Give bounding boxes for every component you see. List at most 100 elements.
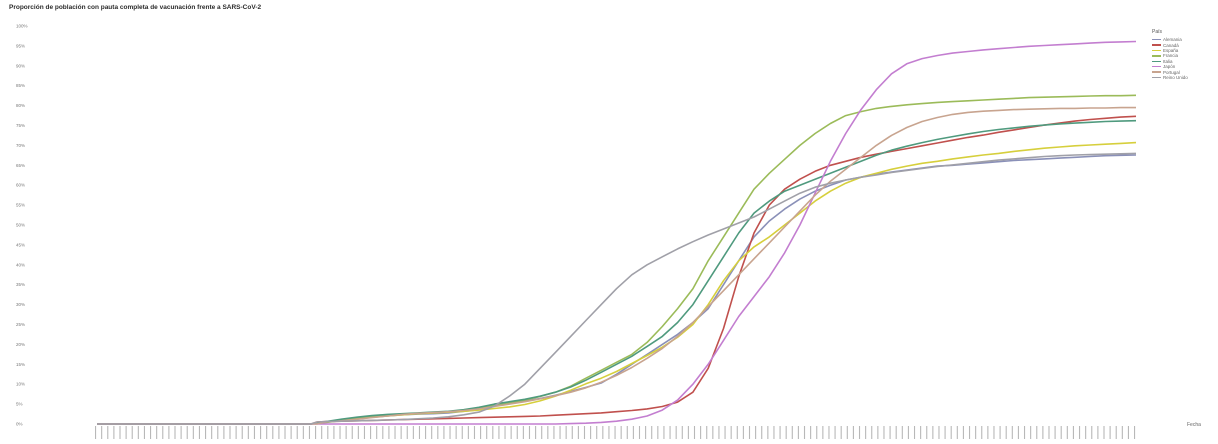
x-tick-label: [816, 426, 818, 439]
x-tick-label: [253, 426, 256, 439]
legend-swatch: [1152, 44, 1161, 46]
legend-label: Italia: [1163, 58, 1173, 64]
x-tick-label: [119, 426, 121, 439]
x-tick-label: [645, 426, 647, 439]
x-tick-label: [944, 426, 946, 439]
x-tick-label: [547, 426, 549, 439]
x-tick-label: [871, 426, 873, 439]
x-tick-label: [840, 426, 842, 439]
x-tick-label: [889, 426, 891, 439]
x-tick-label: [1115, 426, 1117, 439]
x-tick-label: [315, 426, 317, 439]
x-tick-label: [266, 426, 268, 439]
x-tick-label: [883, 426, 885, 439]
x-tick-label: [877, 426, 879, 439]
x-tick-label: [755, 426, 757, 439]
y-tick-label: 95%: [16, 43, 25, 48]
series-line-españa: [97, 141, 1137, 425]
x-tick-label: [950, 426, 952, 439]
x-tick-label: [779, 426, 781, 439]
x-tick-label: [1023, 426, 1026, 439]
y-tick-label: 70%: [16, 143, 25, 148]
x-tick-label: [480, 426, 482, 439]
x-tick-label: [810, 426, 812, 439]
x-tick-label: [535, 426, 537, 439]
legend-swatch: [1152, 60, 1161, 62]
x-tick-label: [437, 426, 439, 439]
x-tick-label: [156, 426, 158, 439]
series-line-reino-unido: [97, 152, 1137, 425]
legend-item: Japón: [1152, 64, 1188, 69]
x-tick-label: [192, 426, 194, 439]
x-tick-label: [596, 426, 598, 439]
legend-label: España: [1163, 47, 1179, 53]
x-tick-label: [174, 426, 176, 439]
x-tick-label: [168, 426, 170, 439]
x-tick-label: [571, 426, 573, 439]
legend-swatch: [1152, 76, 1161, 79]
x-tick-label: [895, 426, 897, 439]
x-tick-label: [730, 426, 732, 439]
x-tick-label: [1078, 426, 1081, 439]
x-tick-label: [693, 426, 696, 439]
y-tick-label: 85%: [16, 83, 25, 88]
x-tick-label: [742, 426, 744, 439]
y-tick-label: 10%: [16, 382, 25, 387]
x-tick-label: [1036, 426, 1038, 439]
x-tick-label: [308, 426, 311, 439]
x-tick-label: [1103, 426, 1105, 439]
y-tick-label: 50%: [16, 223, 25, 228]
x-tick-label: [828, 426, 830, 439]
x-tick-label: [907, 426, 909, 439]
series-line-italia: [97, 119, 1137, 425]
x-tick-label: [272, 426, 274, 439]
x-tick-label: [137, 426, 139, 439]
legend-label: Canadá: [1163, 42, 1179, 48]
x-tick-label: [681, 426, 683, 439]
x-tick-label: [1054, 426, 1056, 439]
x-tick-label: [516, 426, 518, 439]
x-tick-label: [761, 426, 763, 439]
legend-item: Canadá: [1152, 42, 1188, 48]
x-tick-label: [217, 426, 219, 439]
x-tick-label: [852, 426, 854, 439]
x-tick-label: [113, 426, 115, 439]
legend-label: Portugal: [1163, 69, 1180, 75]
x-tick-label: [663, 426, 665, 439]
x-tick-label: [553, 426, 555, 439]
x-tick-label: [388, 426, 390, 439]
legend-label: Alemania: [1163, 37, 1182, 43]
legend-swatch: [1152, 39, 1161, 41]
x-tick-label: [425, 426, 427, 439]
x-tick-label: [1060, 426, 1062, 439]
x-tick-label: [1097, 426, 1099, 439]
x-tick-label: [1017, 426, 1019, 439]
x-tick-label: [999, 426, 1001, 439]
x-tick-label: [565, 426, 567, 439]
x-tick-label: [363, 426, 366, 439]
x-tick-label: [455, 426, 457, 439]
x-tick-label: [412, 426, 414, 439]
x-tick-label: [1091, 426, 1093, 439]
legend-item: Alemania: [1152, 37, 1188, 42]
x-tick-label: [920, 426, 922, 439]
x-tick-label: [284, 426, 286, 439]
x-tick-label: [528, 426, 531, 439]
x-tick-label: [186, 426, 188, 439]
x-tick-label: [162, 426, 164, 439]
x-tick-label: [95, 426, 97, 439]
x-tick-label: [449, 426, 451, 439]
legend: País Alemania Canadá España Francia Italia Ja…: [1152, 29, 1188, 80]
x-tick-label: [223, 426, 225, 439]
x-tick-label: [522, 426, 524, 439]
x-tick-label: [1134, 426, 1136, 439]
x-tick-label: [400, 426, 402, 439]
x-tick-label: [632, 426, 634, 439]
y-tick-label: 5%: [16, 402, 23, 407]
legend-item: Reino Unido: [1152, 75, 1188, 80]
x-tick-label: [608, 426, 610, 439]
legend-label: Francia: [1163, 53, 1179, 59]
x-tick-label: [1030, 426, 1032, 439]
x-tick-label: [247, 426, 249, 439]
